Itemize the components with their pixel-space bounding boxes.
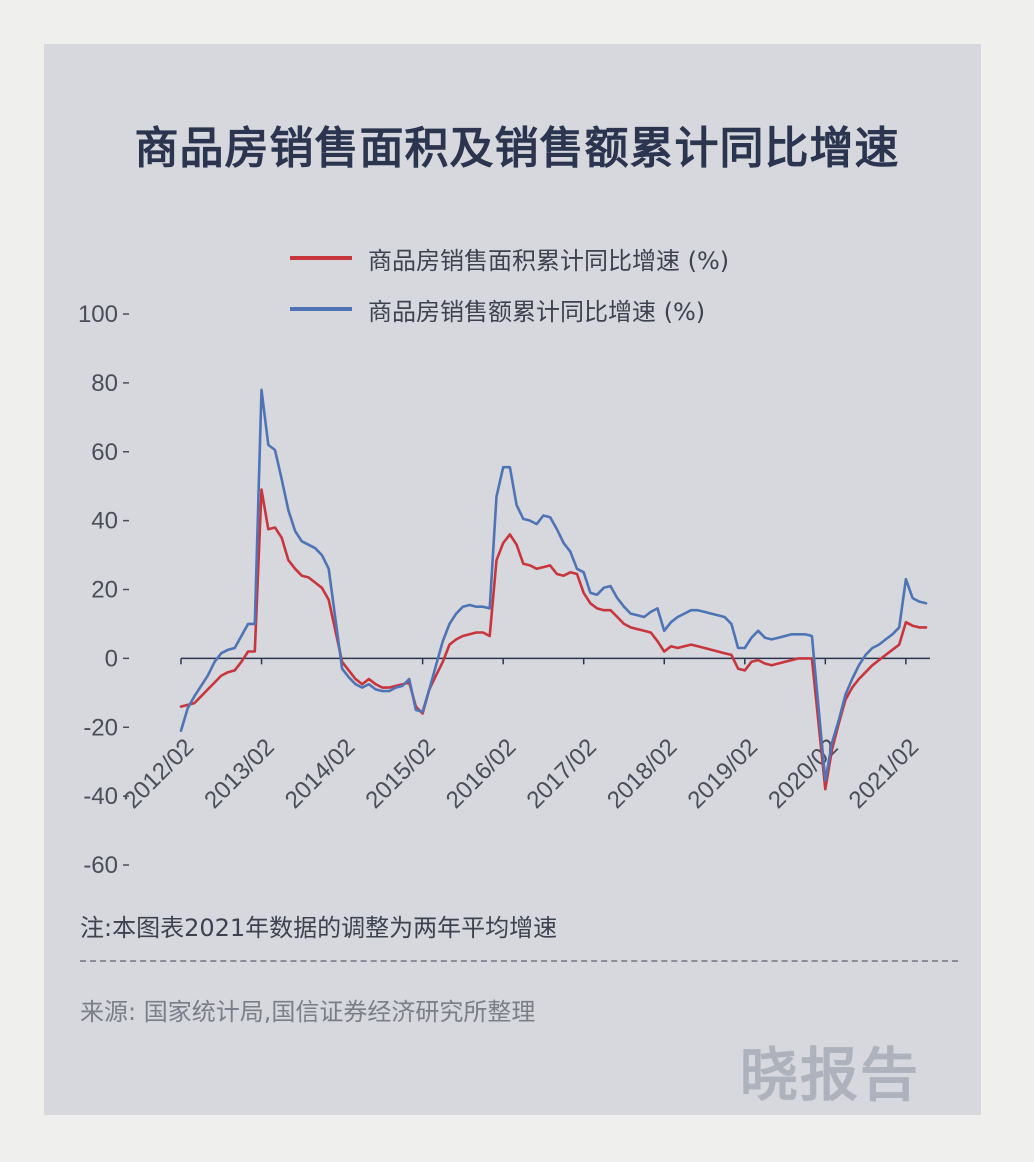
x-tick-label: 2014/02 (280, 734, 360, 814)
y-tick-label: -40 (83, 783, 118, 810)
y-tick-label: 80 (91, 370, 118, 397)
legend-swatch-sales (290, 307, 352, 311)
source-text: 来源: 国家统计局,国信证券经济研究所整理 (80, 998, 536, 1026)
x-axis: 2012/02 2013/02 2014/02 2015/02 2016/02 2017/… (119, 657, 930, 814)
legend-label-sales: 商品房销售额累计同比增速 (%) (368, 297, 706, 326)
divider (80, 960, 958, 962)
legend-item-sales: 商品房销售额累计同比增速 (%) (290, 292, 705, 326)
x-tick-label: 2017/02 (522, 734, 602, 814)
series-layer (179, 388, 928, 791)
x-tick-label: 2012/02 (119, 734, 199, 814)
legend-swatch-area (290, 256, 352, 260)
y-tick-label: 60 (91, 439, 118, 466)
series-line-sales (179, 388, 928, 782)
x-tick-label: 2015/02 (360, 734, 440, 814)
y-tick-label: 100 (78, 301, 118, 328)
y-tick-label: 40 (91, 508, 118, 535)
chart-note: 注:本图表2021年数据的调整为两年平均增速 (80, 914, 558, 942)
x-tick-label: 2019/02 (683, 734, 763, 814)
legend-label-area: 商品房销售面积累计同比增速 (%) (368, 246, 730, 275)
x-tick-label: 2021/02 (844, 734, 924, 814)
y-axis: 100 80 60 40 20 0 -20 -40 -60 (78, 301, 129, 879)
y-tick-label: -20 (83, 714, 118, 741)
y-tick-label: -60 (83, 852, 118, 879)
legend-item-area: 商品房销售面积累计同比增速 (%) (290, 241, 729, 275)
x-tick-label: 2018/02 (602, 734, 682, 814)
watermark-logo: 晓报告 (740, 1041, 921, 1109)
x-tick-label: 2013/02 (199, 734, 279, 814)
y-tick-label: 20 (91, 577, 118, 604)
series-line-area (179, 488, 928, 791)
y-tick-label: 0 (105, 645, 118, 672)
chart-card (44, 44, 981, 1115)
chart-title: 商品房销售面积及销售额累计同比增速 (134, 123, 900, 174)
x-tick-label: 2016/02 (441, 734, 521, 814)
